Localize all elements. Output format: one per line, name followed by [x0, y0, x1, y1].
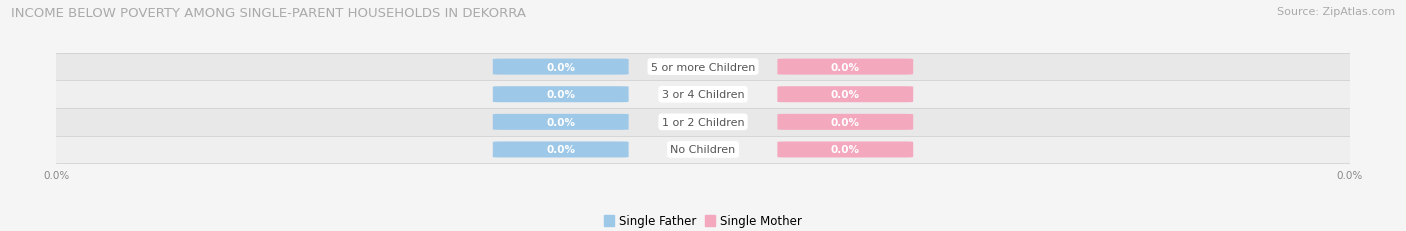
Text: 1 or 2 Children: 1 or 2 Children — [662, 117, 744, 127]
Text: 5 or more Children: 5 or more Children — [651, 62, 755, 72]
Text: 0.0%: 0.0% — [546, 145, 575, 155]
Text: 0.0%: 0.0% — [546, 90, 575, 100]
FancyBboxPatch shape — [494, 142, 628, 158]
Text: 0.0%: 0.0% — [831, 90, 860, 100]
FancyBboxPatch shape — [56, 109, 1350, 136]
FancyBboxPatch shape — [778, 114, 914, 130]
FancyBboxPatch shape — [56, 81, 1350, 109]
Text: 0.0%: 0.0% — [831, 62, 860, 72]
Text: 0.0%: 0.0% — [831, 117, 860, 127]
Text: 0.0%: 0.0% — [831, 145, 860, 155]
FancyBboxPatch shape — [778, 87, 914, 103]
FancyBboxPatch shape — [778, 59, 914, 75]
FancyBboxPatch shape — [494, 87, 628, 103]
Text: Source: ZipAtlas.com: Source: ZipAtlas.com — [1277, 7, 1395, 17]
FancyBboxPatch shape — [56, 54, 1350, 81]
Text: 3 or 4 Children: 3 or 4 Children — [662, 90, 744, 100]
Text: INCOME BELOW POVERTY AMONG SINGLE-PARENT HOUSEHOLDS IN DEKORRA: INCOME BELOW POVERTY AMONG SINGLE-PARENT… — [11, 7, 526, 20]
Text: 0.0%: 0.0% — [546, 117, 575, 127]
Text: 0.0%: 0.0% — [546, 62, 575, 72]
FancyBboxPatch shape — [494, 59, 628, 75]
FancyBboxPatch shape — [56, 136, 1350, 164]
Text: No Children: No Children — [671, 145, 735, 155]
Legend: Single Father, Single Mother: Single Father, Single Mother — [600, 210, 806, 231]
FancyBboxPatch shape — [778, 142, 914, 158]
FancyBboxPatch shape — [494, 114, 628, 130]
